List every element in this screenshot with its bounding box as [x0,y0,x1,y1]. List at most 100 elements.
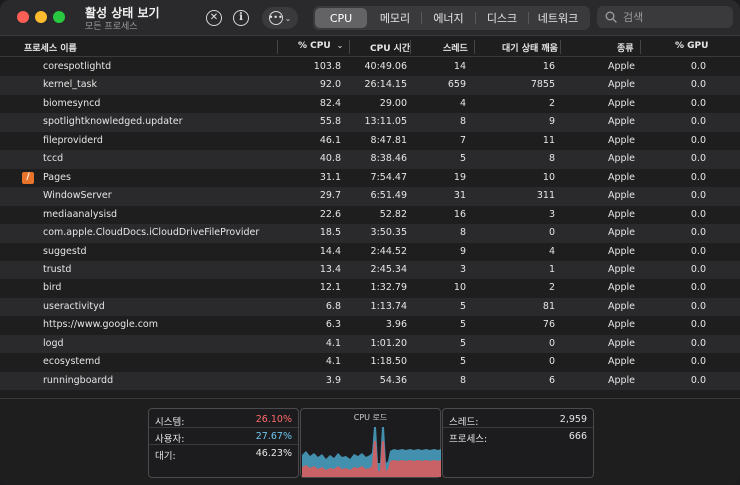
stop-process-button[interactable]: ✕ [202,6,226,30]
gpu-percent-cell: 0.0 [690,282,706,294]
table-row[interactable]: trustd 13.4 2:45.34 3 1 Apple 0.0 [0,260,740,280]
table-row[interactable]: biomesyncd 82.4 29.00 4 2 Apple 0.0 [0,95,740,114]
table-row[interactable]: spotlightknowledged.updater 55.8 13:11.05 8… [0,113,740,132]
column-header-cpu-time[interactable]: CPU 시간 [370,44,411,54]
threads-cell: 659 [447,79,466,91]
column-header-cpu[interactable]: % CPU ⌄ [298,41,343,51]
idle-stat-row: 대기: 46.23% [149,445,298,462]
process-name-cell: WindowServer [43,190,112,202]
gpu-percent-cell: 0.0 [690,116,706,128]
idle-wake-cell: 10 [542,171,555,183]
inspect-process-button[interactable]: i [229,6,253,30]
idle-label: 대기: [155,451,176,462]
minimize-window-button[interactable] [35,11,47,23]
process-name-cell: spotlightknowledged.updater [43,116,183,128]
cpu-time-cell: 3.96 [385,319,407,331]
kind-cell: Apple [607,356,635,368]
tab-energy[interactable]: 에너지 [433,12,464,25]
process-name-cell: Pages [43,171,71,183]
cpu-time-cell: 1:13.74 [370,300,407,312]
idle-wake-cell: 8 [548,153,555,165]
cpu-time-cell: 1:18.50 [370,356,407,368]
process-name-cell: useractivityd [43,300,105,312]
table-row[interactable]: WindowServer 29.7 6:51.49 31 311 Apple 0.0 [0,187,740,206]
idle-wake-cell: 0 [548,337,555,349]
idle-wake-cell: 0 [548,356,555,368]
column-divider[interactable] [277,40,278,54]
column-header-cpu-label: % CPU [298,41,331,51]
cpu-percent-cell: 103.8 [313,61,341,72]
tab-memory[interactable]: 메모리 [379,12,411,25]
table-row[interactable]: tccd 40.8 8:38.46 5 8 Apple 0.0 [0,150,740,169]
process-name-cell: ecosystemd [43,356,101,368]
table-row[interactable]: logd 4.1 1:01.20 5 0 Apple 0.0 [0,334,740,354]
process-table: corespotlightd 103.8 40:49.06 14 16 Apple 0.0 k… [0,58,740,398]
process-count-panel: 스레드: 2,959 프로세스: 666 [442,408,594,478]
close-window-button[interactable] [17,11,29,23]
table-row[interactable]: fileproviderd 46.1 8:47.81 7 11 Apple 0.0 [0,132,740,151]
table-header: 프로세스 이름 % CPU ⌄ CPU 시간 스레드 대기 상태 깨움 종류 % … [0,37,740,57]
more-actions-button[interactable]: ••• ⌄ [262,7,298,29]
search-field[interactable]: 검색 [597,6,733,28]
table-row[interactable]: runningboardd 3.9 54.36 8 6 Apple 0.0 [0,371,740,391]
cpu-percent-cell: 55.8 [319,116,341,128]
sort-descending-icon: ⌄ [336,41,344,50]
cpu-time-cell: 26:14.15 [364,79,408,91]
cpu-time-cell: 2:45.34 [370,263,407,275]
column-divider[interactable] [640,40,641,54]
threads-label: 스레드: [449,417,479,428]
column-divider[interactable] [410,40,411,54]
cpu-usage-panel: 시스템: 26.10% 사용자: 27.67% 대기: 46.23% [148,408,299,478]
threads-cell: 9 [459,245,466,257]
table-row[interactable]: com.apple.CloudDocs.iCloudDriveFileProvi… [0,224,740,243]
table-row[interactable]: bird 12.1 1:32.79 10 2 Apple 0.0 [0,279,740,298]
kind-cell: Apple [607,319,635,331]
user-label: 사용자: [155,434,185,445]
stop-x-icon: ✕ [206,10,222,26]
kind-cell: Apple [607,374,635,386]
tab-network[interactable]: 네트워크 [537,12,579,25]
process-name-cell: corespotlightd [43,61,112,72]
window-title: 활성 상태 보기 [85,6,160,20]
tab-disk[interactable]: 디스크 [486,12,518,25]
system-label: 시스템: [155,417,185,428]
cpu-time-cell: 54.36 [379,374,407,386]
gpu-percent-cell: 0.0 [690,171,706,183]
idle-wake-cell: 2 [548,97,555,109]
column-divider[interactable] [349,40,350,54]
cpu-percent-cell: 31.1 [319,171,341,183]
threads-stat-row: 스레드: 2,959 [443,411,593,428]
cpu-time-cell: 8:47.81 [370,134,407,146]
column-header-threads[interactable]: 스레드 [443,44,468,54]
kind-cell: Apple [607,337,635,349]
column-divider[interactable] [474,40,475,54]
toolbar: 활성 상태 보기 모든 프로세스 ✕ i ••• ⌄ CPU 메모리 에너지 디… [0,0,740,36]
table-row[interactable]: ecosystemd 4.1 1:18.50 5 0 Apple 0.0 [0,353,740,372]
tab-cpu[interactable]: CPU [315,8,367,28]
process-name-cell: tccd [43,153,64,165]
zoom-window-button[interactable] [53,11,65,23]
column-divider[interactable] [560,40,561,54]
gpu-percent-cell: 0.0 [690,153,706,165]
table-row[interactable]: useractivityd 6.8 1:13.74 5 81 Apple 0.0 [0,297,740,317]
cpu-load-system-area [302,441,441,477]
window-subtitle[interactable]: 모든 프로세스 [85,22,138,32]
cpu-percent-cell: 13.4 [319,263,341,275]
table-row[interactable]: kernel_task 92.0 26:14.15 659 7855 Apple 0.0 [0,76,740,95]
column-header-idle-wake[interactable]: 대기 상태 깨움 [502,44,558,54]
cpu-percent-cell: 4.1 [325,356,341,368]
table-row[interactable]: https://www.google.com 6.3 3.96 5 76 Apple 0.0 [0,316,740,335]
cpu-percent-cell: 92.0 [319,79,341,91]
table-row[interactable]: suggestd 14.4 2:44.52 9 4 Apple 0.0 [0,243,740,262]
table-row[interactable]: ∕ Pages 31.1 7:54.47 19 10 Apple 0.0 [0,169,740,188]
kind-cell: Apple [607,134,635,146]
cpu-time-cell: 3:50.35 [370,227,407,239]
column-header-kind[interactable]: 종류 [617,44,634,54]
table-row[interactable]: corespotlightd 103.8 40:49.06 14 16 Apple 0.0 [0,58,740,77]
table-row[interactable]: mediaanalysisd 22.6 52.82 16 3 Apple 0.0 [0,206,740,225]
threads-cell: 14 [453,61,466,72]
column-header-name[interactable]: 프로세스 이름 [24,44,77,54]
threads-cell: 3 [459,263,466,275]
column-header-gpu[interactable]: % GPU [675,41,709,51]
process-name-cell: trustd [43,263,72,275]
